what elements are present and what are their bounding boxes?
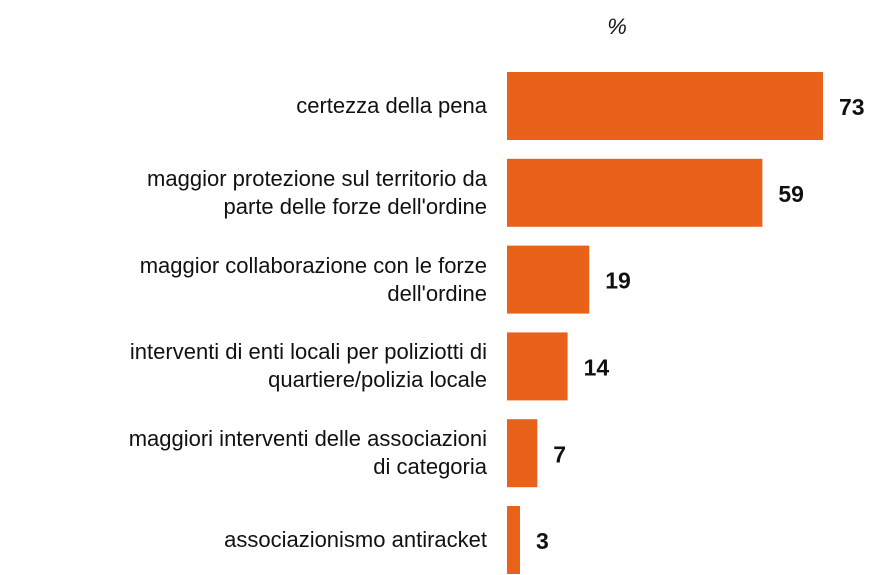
category-label: certezza della pena [296,93,487,118]
value-label: 59 [778,181,804,207]
bar [507,419,538,488]
bar [507,332,568,401]
category-label: maggior collaborazione con le forze dell… [139,252,487,306]
bar [507,72,823,140]
value-label: 19 [605,268,631,294]
value-label: 14 [584,354,610,380]
chart-title: % [607,14,627,39]
bar [507,245,590,314]
category-label: interventi di enti locali per poliziotti… [129,339,487,393]
category-label: associazionismo antiracket [224,527,487,552]
category-label: maggiori interventi delle associazioni d… [128,426,487,480]
bar [507,506,520,574]
bar [507,158,763,227]
value-label: 3 [536,528,549,554]
category-label: maggior protezione sul territorio da par… [147,165,487,219]
value-label: 7 [553,441,566,467]
value-label: 73 [839,94,865,120]
